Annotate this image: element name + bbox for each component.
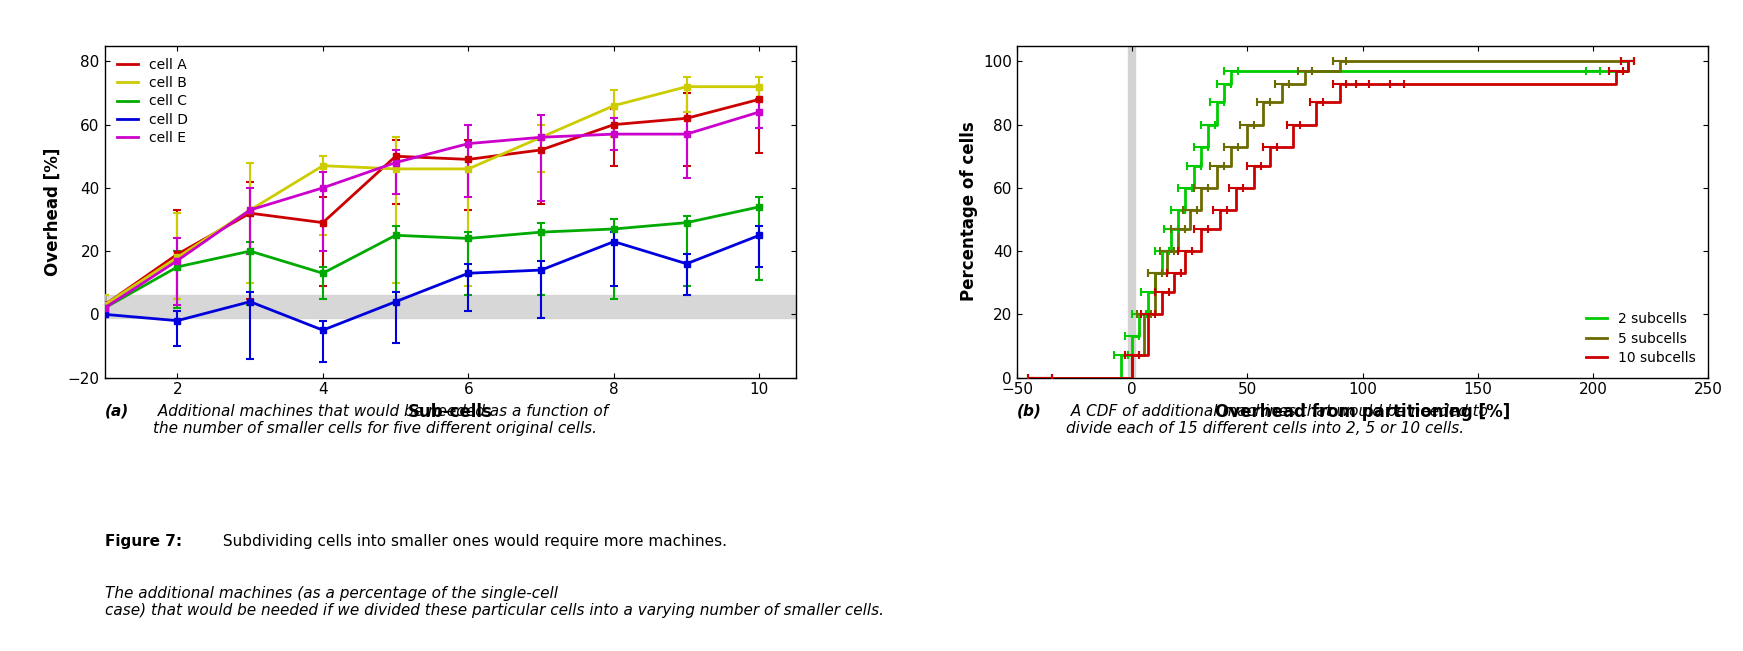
Legend: 2 subcells, 5 subcells, 10 subcells: 2 subcells, 5 subcells, 10 subcells [1581,307,1701,370]
2 subcells [1145,270,1166,277]
5 subcells [1238,120,1258,128]
Line: 10 subcells: 10 subcells [1041,61,1628,378]
10 subcells [1122,352,1143,359]
10 subcells [1030,374,1051,381]
5 subcells [1253,98,1274,106]
Text: (b): (b) [1016,404,1042,419]
5 subcells [1168,225,1189,233]
Text: Subdividing cells into smaller ones would require more machines.: Subdividing cells into smaller ones woul… [218,534,727,549]
5 subcells [1122,352,1143,359]
10 subcells [1152,288,1173,296]
2 subcells [1168,206,1189,214]
Text: The additional machines (as a percentage of the single-cell
case) that would be : The additional machines (as a percentage… [105,586,884,618]
5 subcells [1030,374,1051,381]
Text: Figure 7:: Figure 7: [105,534,181,549]
5 subcells [1156,247,1177,255]
Y-axis label: Percentage of cells: Percentage of cells [960,122,978,301]
2 subcells [1129,311,1150,318]
2 subcells [1197,120,1218,128]
2 subcells [1122,333,1143,340]
5 subcells [1220,143,1241,150]
10 subcells [1225,184,1246,192]
2 subcells [1583,67,1604,75]
Bar [105,296,797,318]
2 subcells [1030,374,1051,381]
Line: 2 subcells: 2 subcells [1041,61,1628,378]
5 subcells [1180,206,1201,214]
Y-axis label: Overhead [%]: Overhead [%] [44,147,63,276]
5 subcells [1295,67,1316,75]
10 subcells [1260,143,1281,150]
Text: A CDF of additional machines that would be needed to
divide each of 15 different: A CDF of additional machines that would … [1065,404,1489,436]
5 subcells [1206,162,1227,170]
Text: Additional machines that would be needed as a function of
the number of smaller : Additional machines that would be needed… [153,404,608,436]
2 subcells [1190,143,1211,150]
5 subcells [1190,184,1211,192]
5 subcells [1271,79,1292,87]
2 subcells [1152,247,1173,255]
2 subcells [1213,79,1234,87]
2 subcells [1220,67,1241,75]
10 subcells [1618,57,1638,65]
X-axis label: Sub-cells: Sub-cells [408,403,493,421]
2 subcells [1161,225,1182,233]
10 subcells [1190,225,1211,233]
2 subcells [1110,352,1131,359]
10 subcells [1605,67,1626,75]
10 subcells [1245,162,1265,170]
5 subcells [1133,311,1154,318]
Legend: cell A, cell B, cell C, cell D, cell E: cell A, cell B, cell C, cell D, cell E [112,53,193,150]
10 subcells [1175,247,1196,255]
2 subcells [1206,98,1227,106]
10 subcells [1353,79,1373,87]
Text: (a): (a) [105,404,129,419]
2 subcells [1618,57,1638,65]
10 subcells [1283,120,1304,128]
2 subcells [1138,288,1159,296]
10 subcells [1306,98,1326,106]
Line: 5 subcells: 5 subcells [1041,61,1628,378]
10 subcells [1163,270,1183,277]
5 subcells [1330,57,1351,65]
10 subcells [1138,311,1159,318]
10 subcells [1387,79,1408,87]
10 subcells [1210,206,1231,214]
X-axis label: Overhead from partitioning [%]: Overhead from partitioning [%] [1215,403,1509,421]
10 subcells [1330,79,1351,87]
2 subcells [1183,162,1204,170]
5 subcells [1145,270,1166,277]
2 subcells [1175,184,1196,192]
5 subcells [1618,57,1638,65]
